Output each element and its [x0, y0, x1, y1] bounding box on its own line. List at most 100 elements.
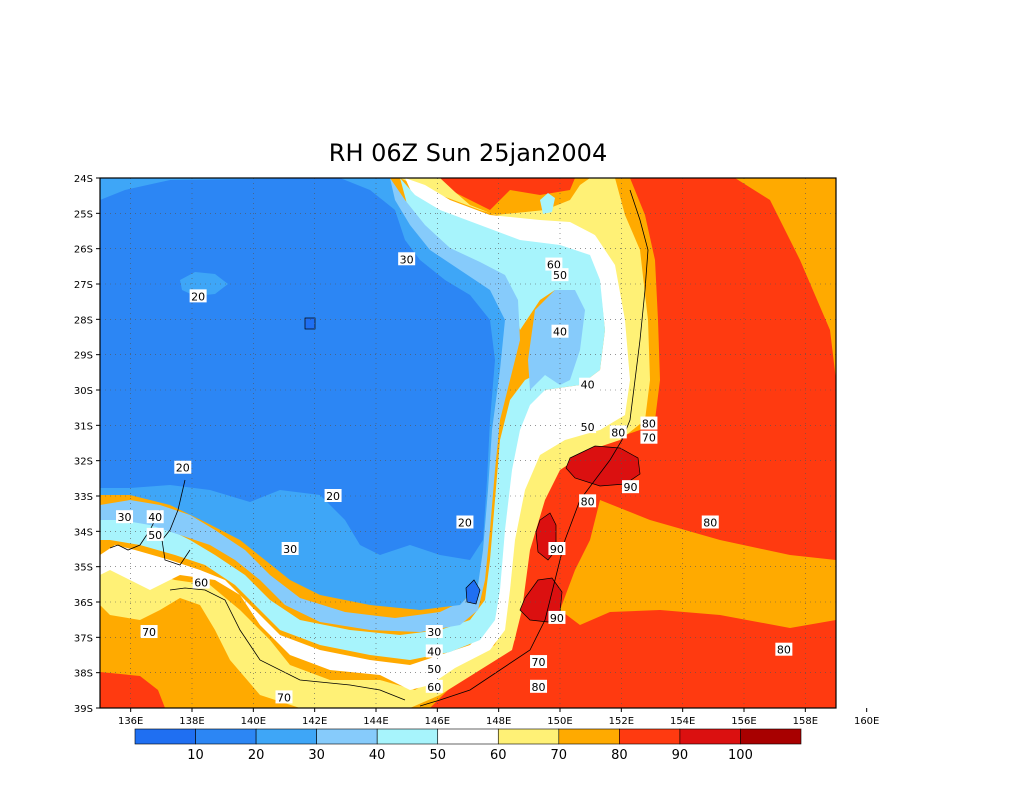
contour-label: 60 [194, 577, 208, 590]
contour-label-bg [640, 430, 658, 444]
contour-label: 80 [777, 644, 791, 657]
fill-70-80-southeast [560, 500, 836, 628]
map-title: RH 06Z Sun 25jan2004 [328, 139, 608, 167]
lon-tick-label: 144E [363, 716, 388, 727]
contour-label-bg [530, 679, 548, 693]
contour-label: 50 [148, 529, 162, 542]
contour-label: 20 [191, 290, 205, 303]
colorbar-swatch [134, 728, 196, 745]
contour-label-bg [609, 425, 627, 439]
fill-50-60 [100, 178, 630, 690]
colorbar-swatch [558, 728, 620, 745]
contour-label-bg [425, 679, 443, 693]
lon-tick-label: 150E [547, 716, 572, 727]
colorbar-label: 70 [551, 748, 568, 763]
contour-label: 30 [427, 626, 441, 639]
fill-30-40-inner [528, 290, 585, 390]
lat-tick-label: 25S [74, 209, 93, 220]
contour-label-bg [425, 625, 443, 639]
contour-label-bg [189, 289, 207, 303]
colorbar-swatch [740, 728, 802, 745]
lat-tick-label: 36S [74, 598, 93, 609]
colorbar-label: 10 [187, 748, 204, 763]
colorbar-label: 30 [308, 748, 325, 763]
colorbar-swatch [619, 728, 681, 745]
contour-label-bg [579, 494, 597, 508]
contour-label: 40 [581, 379, 595, 392]
contour-label-bg [425, 644, 443, 658]
contour-label: 50 [553, 269, 567, 282]
lat-tick-label: 35S [74, 563, 93, 574]
contour-label: 70 [277, 691, 291, 704]
contour-label-bg [146, 527, 164, 541]
fill-40-50-blob [540, 193, 555, 214]
map-grid [100, 178, 836, 708]
lon-tick-label: 158E [793, 716, 818, 727]
lat-tick-label: 37S [74, 633, 93, 644]
contour-label: 90 [624, 481, 638, 494]
colorbar-label: 60 [490, 748, 507, 763]
contour-label: 40 [427, 645, 441, 658]
contour-label: 80 [611, 426, 625, 439]
colorbar-swatch [437, 728, 499, 745]
contour-label-bg [146, 510, 164, 524]
contour-label-bg [174, 460, 192, 474]
colorbar-swatch [497, 728, 560, 745]
fill-lt10-patch-a [304, 317, 316, 330]
contour-label-bg [579, 420, 597, 434]
map-axes: 24S 25S 26S 27S 28S 29S 30S 31S 32S 33S 34S 35S 36S 3… [74, 174, 879, 727]
colorbar-label: 40 [369, 748, 386, 763]
lon-tick-label: 142E [302, 716, 327, 727]
filled-contours [100, 178, 836, 708]
colorbar-label: 90 [672, 748, 689, 763]
fill-lt10-patch-b [465, 579, 481, 605]
lat-tick-label: 24S [74, 174, 93, 185]
lon-tick-label: 152E [609, 716, 634, 727]
contour-label-bg [775, 642, 793, 656]
contour-label: 20 [326, 490, 340, 503]
contour-label-bg [425, 662, 443, 676]
colorbar-label: 50 [429, 748, 446, 763]
contour-label-bg [551, 324, 569, 338]
contour-label: 40 [553, 326, 567, 339]
contour-label: 60 [427, 681, 441, 694]
contour-label: 50 [581, 421, 595, 434]
lon-tick-label: 156E [731, 716, 756, 727]
contour-label-bg [551, 268, 569, 282]
contour-label: 80 [581, 495, 595, 508]
colorbar-swatch [679, 728, 741, 745]
lat-tick-label: 30S [74, 386, 93, 397]
map-frame [99, 177, 837, 709]
contour-label-bg [275, 690, 293, 704]
colorbar-label: 20 [248, 748, 265, 763]
lat-tick-label: 26S [74, 245, 93, 256]
contour-label: 80 [703, 517, 717, 530]
contour-label: 50 [427, 663, 441, 676]
contour-label-bg [398, 252, 416, 266]
lon-tick-label: 148E [486, 716, 511, 727]
contour-label-bg [545, 257, 563, 271]
contour-label: 80 [532, 681, 546, 694]
colorbar-swatch [195, 728, 257, 745]
contour-label: 40 [148, 511, 162, 524]
contour-label-bg [281, 542, 299, 555]
contour-label: 20 [176, 462, 190, 475]
lat-tick-label: 29S [74, 351, 93, 362]
lon-tick-label: 138E [179, 716, 204, 727]
contour-label-bg [622, 480, 640, 494]
coastline [109, 189, 649, 707]
fill-90-100-a [565, 445, 641, 487]
contour-label-bg [640, 416, 658, 430]
lat-tick-label: 39S [74, 704, 93, 715]
fill-60-70 [100, 178, 650, 708]
contour-label-bg [192, 575, 210, 589]
contour-label-bg [140, 625, 158, 639]
contour-label-bg [548, 542, 566, 555]
lat-tick-label: 31S [74, 421, 93, 432]
lon-tick-label: 136E [118, 716, 143, 727]
colorbar: 10 20 30 40 50 60 70 80 90 100 [134, 728, 802, 763]
contour-label: 90 [550, 612, 564, 625]
lat-tick-label: 32S [74, 457, 93, 468]
